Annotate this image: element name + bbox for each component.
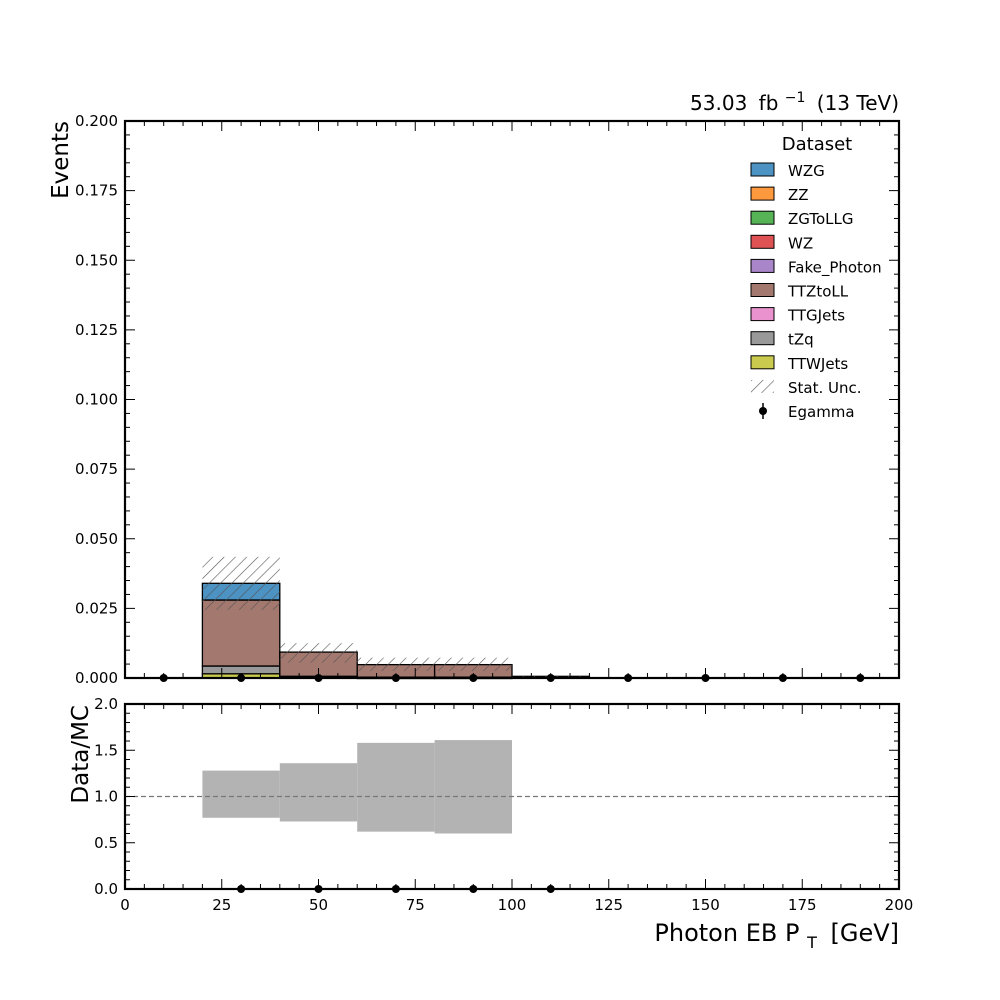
main-axes-frame (123, 119, 901, 680)
legend: Dataset WZG ZZ ZGToLLG WZ Fake_Photon TTZtoLL T… (750, 134, 882, 421)
legend-swatch (750, 162, 775, 177)
legend-swatch (750, 307, 775, 322)
x-axis-label-unit: [GeV] (830, 919, 899, 947)
y-tick-label: 0.025 (75, 599, 118, 617)
x-tick-label: 200 (885, 896, 914, 914)
legend-label: TTGJets (787, 307, 845, 325)
legend-label: Egamma (788, 403, 855, 421)
ratio-unc-band-bin-0 (202, 770, 280, 818)
legend-label: Stat. Unc. (788, 379, 862, 397)
x-tick-label: 100 (498, 896, 527, 914)
lumi-energy: (13 TeV) (817, 91, 899, 115)
legend-swatch (750, 258, 775, 273)
legend-swatch-stat-unc (751, 379, 774, 393)
legend-title: Dataset (782, 134, 853, 155)
ratio-ylabel: Data/MC (68, 705, 94, 804)
ratio-y-tick-label: 0.5 (94, 834, 118, 852)
y-tick-label: 0.175 (75, 182, 118, 200)
legend-label: tZq (788, 331, 814, 349)
y-tick-label: 0.075 (75, 460, 118, 478)
ratio-unc-band-bin-2 (357, 742, 435, 832)
legend-swatch (750, 210, 775, 225)
ratio-unc-band-bin-1 (279, 763, 358, 822)
x-tick-label: 50 (309, 896, 328, 914)
legend-label: TTZtoLL (787, 283, 849, 301)
x-axis-label: Photon EB P T [GeV] (654, 919, 899, 954)
stat-unc-hatch-bin-3 (357, 657, 435, 672)
x-tick-label: 125 (594, 896, 623, 914)
ratio-y-tick-label: 0.0 (94, 880, 118, 898)
legend-label: Fake_Photon (788, 258, 882, 277)
ratio-y-tick-label: 2.0 (94, 695, 118, 713)
legend-label: WZ (788, 234, 813, 252)
y-tick-label: 0.125 (75, 321, 118, 339)
bar-ttztoll-bin-1 (201, 599, 281, 667)
ratio-y-tick-label: 1.5 (94, 741, 118, 759)
y-tick-label: 0.100 (75, 391, 118, 409)
lumi-label: 53.03 fb −1 (13 TeV) (690, 83, 899, 115)
x-tick-label: 175 (788, 896, 817, 914)
stat-unc-hatch-bin-4 (434, 657, 512, 672)
bar-tzq-bin-1 (201, 665, 281, 675)
y-tick-label: 0.200 (75, 112, 118, 130)
y-tick-label: 0.050 (75, 530, 118, 548)
legend-label: ZZ (788, 186, 809, 204)
ratio-panel: 0.0 0.5 1.0 1.5 2.0 0 25 50 75 100 125 150 175 200 (94, 695, 913, 914)
x-axis-label-sub: T (806, 933, 817, 952)
x-tick-label: 150 (691, 896, 720, 914)
x-tick-label: 0 (120, 896, 130, 914)
ratio-y-tick-label: 1.0 (94, 788, 118, 806)
lumi-unit: fb (759, 91, 779, 115)
lumi-value: 53.03 (690, 91, 747, 115)
legend-swatch (750, 234, 775, 249)
lumi-exponent: −1 (785, 90, 806, 106)
legend-swatch (750, 355, 775, 370)
x-tick-label: 75 (406, 896, 425, 914)
legend-swatch (750, 283, 775, 297)
x-axis-label-main: Photon EB P (654, 919, 799, 947)
y-tick-label: 0.000 (75, 669, 118, 687)
main-ylabel: Events (48, 121, 74, 199)
stat-unc-hatch-bin-1 (202, 556, 280, 610)
legend-label: TTWJets (787, 355, 848, 373)
legend-label: ZGToLLG (788, 210, 854, 228)
x-tick-label: 25 (212, 896, 231, 914)
ratio-axes-frame (123, 702, 901, 891)
legend-marker-data (759, 407, 767, 415)
main-panel: 0.000 0.025 0.050 0.075 0.100 0.125 0.150 0.175… (75, 112, 901, 687)
legend-swatch (750, 186, 775, 201)
legend-label: WZG (788, 162, 825, 180)
ratio-unc-band-bin-3 (434, 740, 512, 834)
y-tick-label: 0.150 (75, 251, 118, 269)
legend-swatch (750, 331, 775, 346)
stat-unc-hatch-bin-2 (279, 643, 358, 663)
